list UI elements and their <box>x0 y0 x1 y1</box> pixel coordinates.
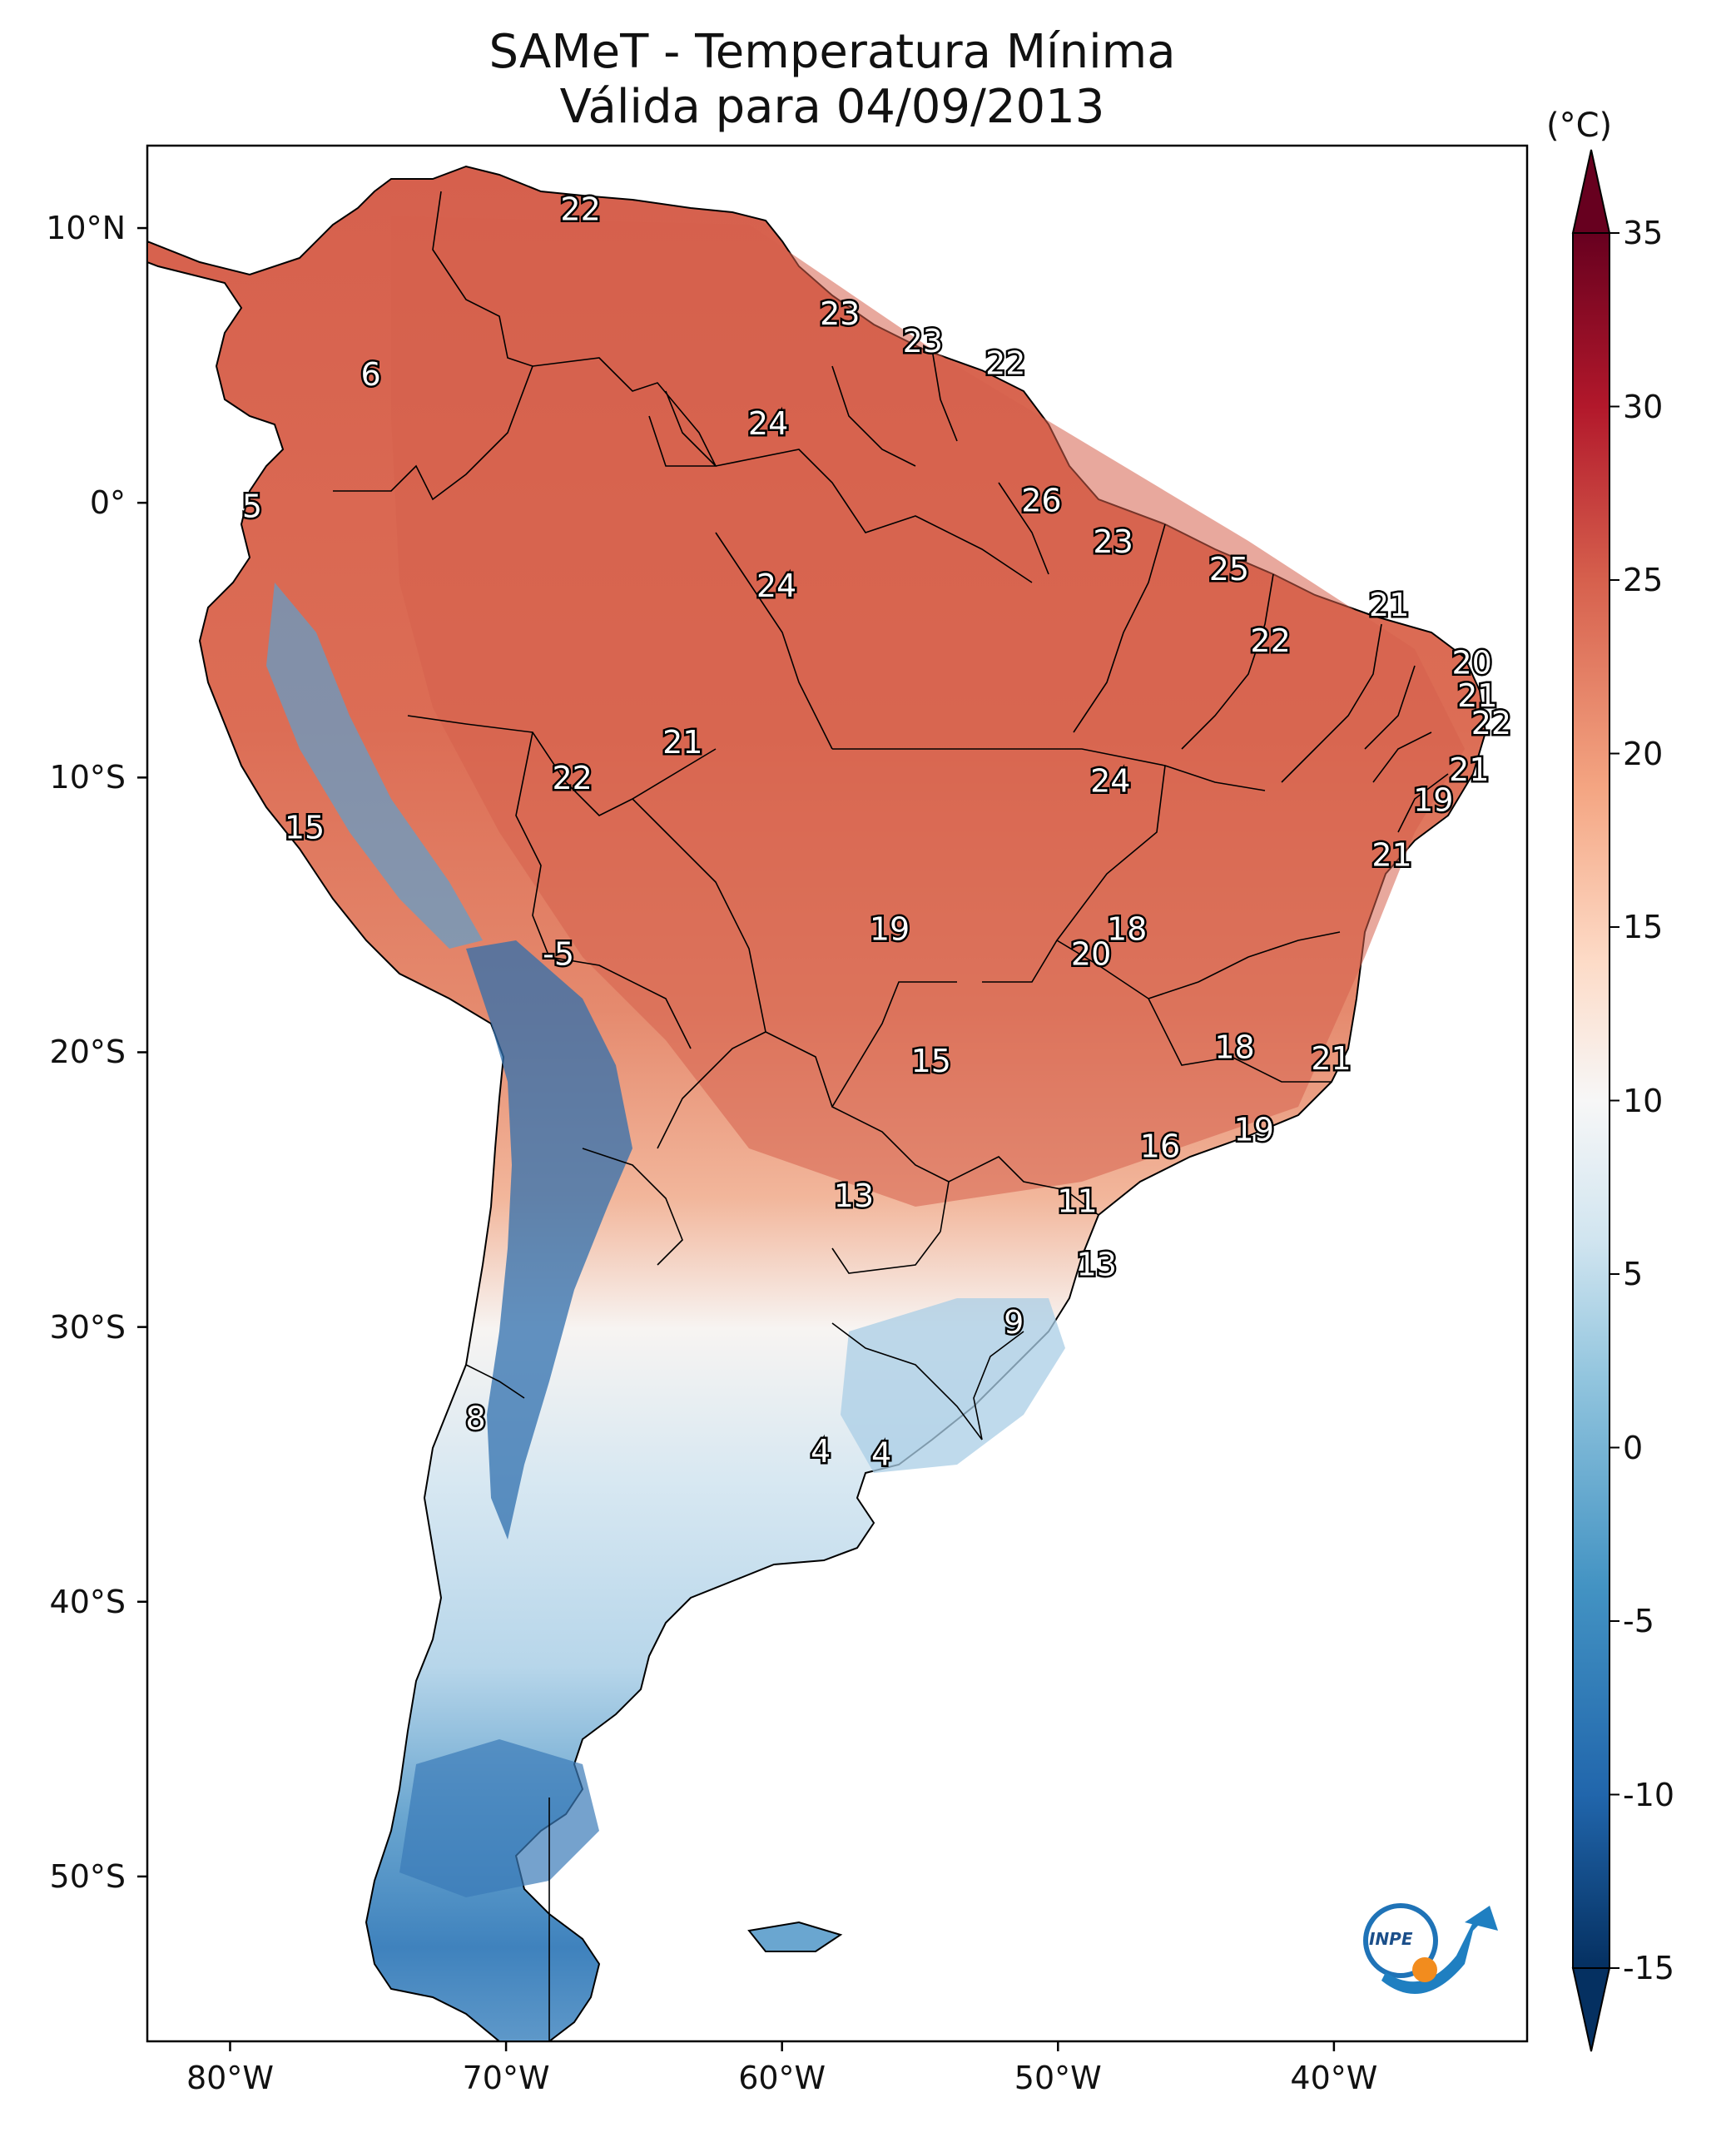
colorbar-tick-label: 20 <box>1623 735 1664 772</box>
station-label: 4 <box>811 1433 831 1470</box>
lat-tick-label: 40°S <box>49 1583 126 1620</box>
station-label: 21 <box>662 724 702 761</box>
station-label: 16 <box>1140 1128 1180 1165</box>
station-label: 20 <box>1452 644 1492 681</box>
colorbar-min-extension <box>1571 1967 1611 2052</box>
station-label: 13 <box>834 1178 874 1214</box>
station-label: -5 <box>543 935 574 972</box>
lat-tick-label: 0° <box>89 484 126 522</box>
colorbar-tick-label: 15 <box>1623 909 1664 945</box>
station-label: 15 <box>285 810 325 846</box>
colorbar-tick-label: 35 <box>1623 215 1664 251</box>
colorbar-tick-label: -5 <box>1623 1603 1654 1639</box>
lat-tick-label: 20°S <box>49 1034 126 1071</box>
station-label: 21 <box>1371 837 1411 874</box>
colorbar-tick-label: 5 <box>1623 1256 1644 1292</box>
station-label: 21 <box>1369 587 1409 623</box>
lat-tick-label: 50°S <box>49 1857 126 1895</box>
station-label: 22 <box>552 760 592 796</box>
lon-tick-label: 70°W <box>462 2060 550 2096</box>
station-label: 13 <box>1077 1246 1117 1282</box>
station-label: 15 <box>911 1043 951 1079</box>
colorbar-tick-label: 0 <box>1623 1429 1644 1466</box>
station-label: 24 <box>756 568 796 604</box>
inpe-logo <box>1363 1903 1498 1994</box>
station-label: 8 <box>466 1400 486 1436</box>
colorbar-tick-label: -10 <box>1623 1776 1675 1813</box>
station-label: 23 <box>1093 523 1133 560</box>
station-label: 22 <box>1471 705 1511 741</box>
station-label: 26 <box>1021 483 1061 519</box>
lon-tick-label: 50°W <box>1014 2060 1102 2096</box>
station-label: 22 <box>560 191 600 228</box>
inpe-logo-text: INPE <box>1369 1929 1413 1949</box>
colorbar-tick-label: 30 <box>1623 388 1664 425</box>
station-label: 6 <box>361 356 381 393</box>
map-title: SAMeT - Temperatura Mínima <box>489 25 1176 79</box>
political-borders <box>333 191 1449 2041</box>
lon-tick-label: 80°W <box>186 2060 274 2096</box>
station-label: 23 <box>820 295 860 332</box>
lat-tick-label: 30°S <box>49 1308 126 1346</box>
station-label: 23 <box>903 323 943 359</box>
station-label: 19 <box>1413 782 1453 819</box>
station-label: 18 <box>1107 911 1147 948</box>
station-label: 4 <box>871 1435 891 1472</box>
map-subtitle: Válida para 04/09/2013 <box>559 80 1105 134</box>
station-label: 21 <box>1311 1040 1351 1077</box>
colorbar-tick-label: -15 <box>1623 1950 1675 1986</box>
station-label: 19 <box>870 911 910 948</box>
station-label: 9 <box>1004 1304 1024 1341</box>
station-label: 19 <box>1234 1112 1274 1148</box>
station-label: 25 <box>1209 551 1249 588</box>
station-label: 20 <box>1071 935 1111 972</box>
colorbar-tick-label: 25 <box>1623 562 1664 598</box>
station-label: 24 <box>1090 762 1130 799</box>
station-label: 22 <box>985 345 1025 382</box>
colorbar-max-extension <box>1571 149 1611 234</box>
lon-tick-label: 60°W <box>738 2060 826 2096</box>
station-label: 5 <box>242 488 262 524</box>
andes-cold-band <box>466 940 632 1540</box>
colorbar-tick-label: 10 <box>1623 1082 1664 1119</box>
station-label: 18 <box>1214 1029 1254 1066</box>
colorbar-body <box>1572 232 1610 1969</box>
lon-tick-label: 40°W <box>1290 2060 1378 2096</box>
station-label: 21 <box>1457 677 1497 714</box>
station-label: 11 <box>1057 1183 1097 1220</box>
lat-tick-label: 10°S <box>49 759 126 796</box>
colorbar <box>1571 149 1619 2052</box>
lat-tick-label: 10°N <box>46 210 126 247</box>
colorbar-unit: (°C) <box>1546 107 1613 145</box>
station-label: 22 <box>1250 622 1290 659</box>
station-label: 24 <box>748 405 788 442</box>
station-label: 21 <box>1449 751 1489 788</box>
